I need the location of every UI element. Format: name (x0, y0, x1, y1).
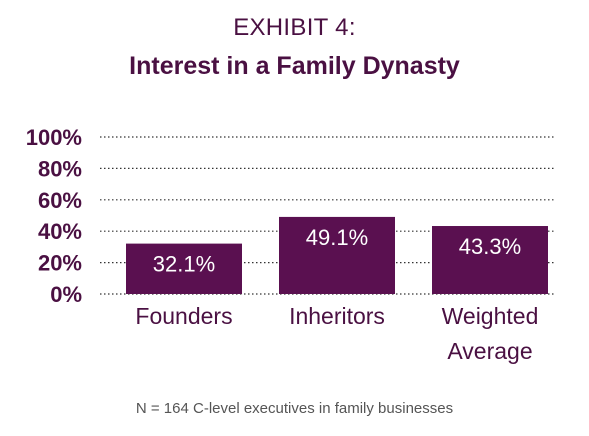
x-tick-label: Inheritors (289, 303, 385, 329)
y-tick-label: 20% (38, 251, 82, 276)
chart-title: Interest in a Family Dynasty (129, 52, 460, 80)
data-label: 49.1% (306, 225, 368, 250)
exhibit-label: EXHIBIT 4: (233, 14, 356, 41)
data-label: 32.1% (153, 252, 215, 277)
y-tick-label: 40% (38, 219, 82, 244)
x-tick-label: Weighted (442, 303, 539, 329)
x-tick-label: Founders (135, 303, 232, 329)
data-label: 43.3% (459, 234, 521, 259)
bar (126, 243, 242, 294)
y-tick-label: 100% (26, 125, 82, 150)
footnote: N = 164 C-level executives in family bus… (135, 400, 454, 417)
y-tick-label: 0% (50, 282, 82, 307)
y-tick-label: 60% (38, 188, 82, 213)
bar (279, 216, 395, 294)
y-tick-label: 80% (38, 156, 82, 181)
bar (432, 226, 548, 294)
bar-chart: 0% 20% 40% 60% 80% 100% 32.1% 49.1% 43.3% Founder… (26, 125, 556, 364)
x-tick-label: Average (447, 338, 532, 364)
